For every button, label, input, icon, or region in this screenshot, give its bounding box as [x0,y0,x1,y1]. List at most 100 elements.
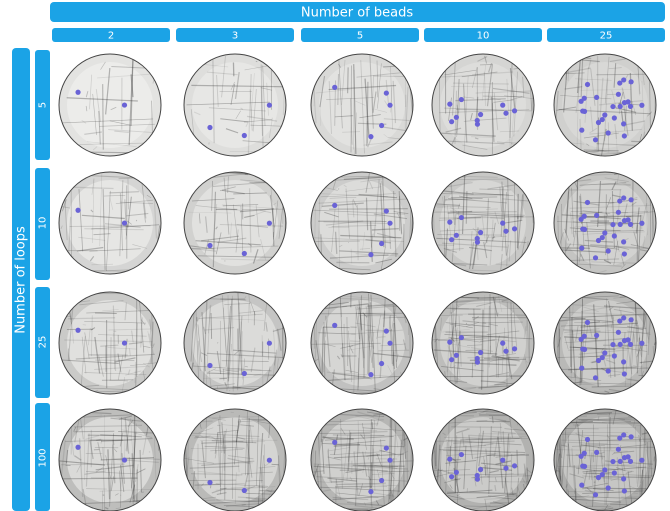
trace-line [142,362,150,368]
bead [615,91,622,97]
trace-line [94,312,117,315]
trace-line [600,453,604,460]
bead [615,329,622,335]
trace-line [84,332,90,359]
bead [602,230,608,236]
trace-line [506,78,511,149]
bead [617,458,623,465]
trace-line [490,217,505,219]
trace-line [329,197,357,199]
trace-line [313,464,319,479]
trace-line [488,63,493,73]
trace-line [262,65,266,127]
trace-line [570,420,593,424]
trace-line [399,204,402,234]
trace-line [580,254,585,261]
trace-line [214,449,218,459]
trace-line [197,255,278,258]
trace-line [590,68,596,106]
trace-line [591,490,594,498]
trace-line [606,424,608,506]
trace-line [509,310,515,316]
bead [628,434,634,440]
trace-line [433,349,498,355]
bead [592,375,599,381]
bead [594,449,600,456]
trace-line [379,449,396,455]
trace-line [261,463,265,509]
trace-line [247,443,253,478]
trace-line [504,95,533,99]
trace-line [74,430,115,433]
trace-line [480,462,518,468]
panel-border [310,408,414,511]
trace-line [513,304,517,349]
trace-line [501,327,505,374]
trace-line [645,414,647,418]
panel-border [431,291,535,395]
trace-line [513,71,518,137]
trace-line [197,462,253,465]
trace-line [201,440,244,444]
trace-line [350,98,353,145]
bead [332,322,338,328]
bead [617,198,623,204]
trace-line [92,178,95,244]
trace-line [447,210,473,214]
trace-line [444,181,473,188]
trace-line [216,74,219,107]
trace-line [484,55,488,64]
trace-line [203,440,266,444]
bead [595,474,602,481]
trace-line [564,228,570,241]
trace-line [626,330,651,335]
trace-line [340,427,346,435]
trace-line [198,470,240,477]
bead [610,341,616,348]
trace-line [563,69,568,113]
trace-line [432,415,435,420]
trace-line [456,331,461,384]
trace-line [256,414,260,486]
trace-line [465,191,468,224]
trace-line [569,227,621,232]
trace-line [333,453,404,459]
trace-line [495,453,526,458]
trace-line [577,430,582,455]
trace-line [235,110,241,120]
trace-line [483,241,488,259]
trace-line [586,487,592,493]
trace-line [443,450,500,452]
panel-background [311,172,413,274]
sample-panel [311,172,413,274]
trace-line [121,429,128,431]
trace-line [119,192,124,251]
trace-line [94,336,101,374]
bead [610,103,616,110]
trace-line [130,59,134,126]
trace-line [579,118,582,153]
trace-line [630,273,641,274]
trace-line [318,269,326,273]
trace-line [329,429,378,432]
trace-line [522,76,525,98]
trace-line [217,237,247,243]
trace-line [95,464,134,471]
trace-line [273,200,279,240]
bead [332,439,338,445]
trace-line [489,417,507,422]
trace-line [223,177,230,235]
trace-line [142,432,148,456]
trace-line [484,443,494,446]
trace-line [112,444,116,484]
bead [599,354,605,361]
trace-line [374,108,388,113]
trace-line [645,449,651,468]
trace-line [132,244,148,249]
trace-line [221,360,269,363]
trace-line [506,244,510,256]
trace-line [468,434,522,439]
trace-line [568,390,578,394]
trace-line [197,412,210,415]
trace-line [477,56,488,62]
